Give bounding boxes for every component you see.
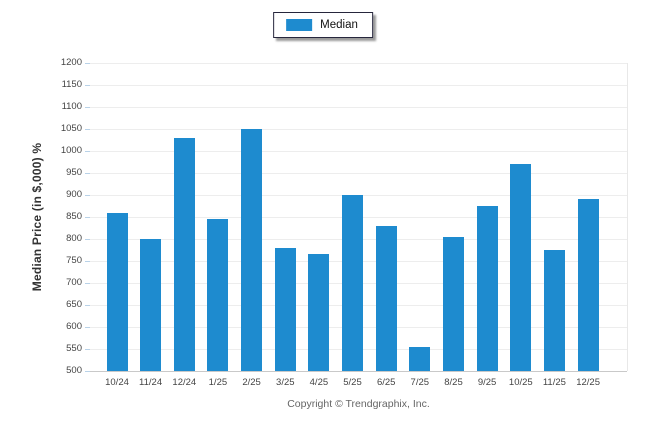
y-tick-label-800: 800 <box>66 233 82 244</box>
x-tick-label-8-25: 8/25 <box>444 377 463 388</box>
bar-12-25 <box>577 199 599 371</box>
bar-10-25 <box>510 164 532 371</box>
y-tick-mark-800 <box>85 239 90 240</box>
x-tick-label-6-25: 6/25 <box>376 377 396 388</box>
legend: Median <box>273 12 373 38</box>
y-tick-mark-750 <box>85 261 90 262</box>
legend-label-median: Median <box>320 19 358 31</box>
plot-right-border <box>627 63 628 371</box>
y-tick-label-1000: 1000 <box>60 145 82 156</box>
y-tick-label-500: 500 <box>66 365 82 376</box>
x-tick-label-9-25: 9/25 <box>477 377 497 388</box>
y-tick-label-750: 750 <box>66 255 82 266</box>
gridline-1200 <box>90 63 627 64</box>
x-tick-label-12-25: 12/25 <box>576 377 600 388</box>
bar-8-25 <box>443 236 464 371</box>
y-tick-mark-900 <box>85 195 90 196</box>
y-tick-label-900: 900 <box>66 189 82 200</box>
y-tick-label-850: 850 <box>66 211 82 222</box>
gridline-950 <box>90 173 627 174</box>
y-tick-mark-700 <box>85 283 90 284</box>
y-tick-label-1100: 1100 <box>61 101 82 112</box>
x-tick-label-7-25: 7/25 <box>410 377 430 388</box>
y-tick-label-550: 550 <box>66 343 82 354</box>
y-tick-mark-1150 <box>85 85 90 86</box>
bar-6-25 <box>375 225 397 371</box>
x-tick-label-5-25: 5/25 <box>343 377 362 388</box>
bar-7-25 <box>409 346 431 371</box>
gridline-1150 <box>90 85 627 86</box>
x-tick-label-12-24: 12/24 <box>172 377 197 388</box>
bar-2-25 <box>241 129 263 371</box>
legend-swatch-median <box>286 19 313 31</box>
y-tick-mark-500 <box>85 371 90 372</box>
y-tick-label-1150: 1150 <box>61 79 82 90</box>
y-tick-label-650: 650 <box>66 299 82 310</box>
x-tick-label-11-25: 11/25 <box>542 377 566 388</box>
y-tick-mark-650 <box>85 305 90 306</box>
gridline-500 <box>90 371 627 372</box>
y-tick-mark-1050 <box>85 129 90 130</box>
x-tick-label-11-24: 11/24 <box>139 377 163 388</box>
y-tick-label-700: 700 <box>66 277 82 288</box>
y-tick-mark-1200 <box>85 63 90 64</box>
bar-9-25 <box>476 206 498 371</box>
y-tick-mark-950 <box>85 173 90 174</box>
y-tick-label-600: 600 <box>66 321 82 332</box>
y-tick-mark-550 <box>85 349 90 350</box>
y-tick-mark-1100 <box>85 107 90 108</box>
y-tick-mark-850 <box>85 217 90 218</box>
gridline-1000 <box>90 151 627 152</box>
y-tick-label-1200: 1200 <box>60 57 82 68</box>
bar-11-25 <box>543 250 565 371</box>
bar-10-24 <box>106 212 128 371</box>
plot-area: 500 550 600 650 700 750 800 850 900 950 1000 1050 11… <box>61 57 628 388</box>
bar-11-24 <box>140 239 162 371</box>
y-tick-mark-1000 <box>85 151 90 152</box>
gridline-1050 <box>90 129 627 130</box>
bar-1-25 <box>207 219 229 371</box>
y-tick-label-1050: 1050 <box>60 123 82 134</box>
bar-5-25 <box>342 195 363 371</box>
gridline-1100 <box>90 107 627 108</box>
x-tick-label-3-25: 3/25 <box>276 377 295 388</box>
y-tick-label-950: 950 <box>66 167 82 178</box>
x-tick-label-2-25: 2/25 <box>242 377 261 388</box>
x-tick-label-1-25: 1/25 <box>208 377 228 388</box>
x-tick-label-10-25: 10/25 <box>508 377 533 388</box>
y-tick-mark-600 <box>85 327 90 328</box>
bar-12-24 <box>173 137 195 371</box>
bar-4-25 <box>308 254 330 371</box>
x-tick-label-10-24: 10/24 <box>105 377 129 388</box>
x-tick-label-4-25: 4/25 <box>309 377 329 388</box>
bar-3-25 <box>274 247 296 371</box>
copyright-text: Copyright © Trendgraphix, Inc. <box>287 398 430 410</box>
